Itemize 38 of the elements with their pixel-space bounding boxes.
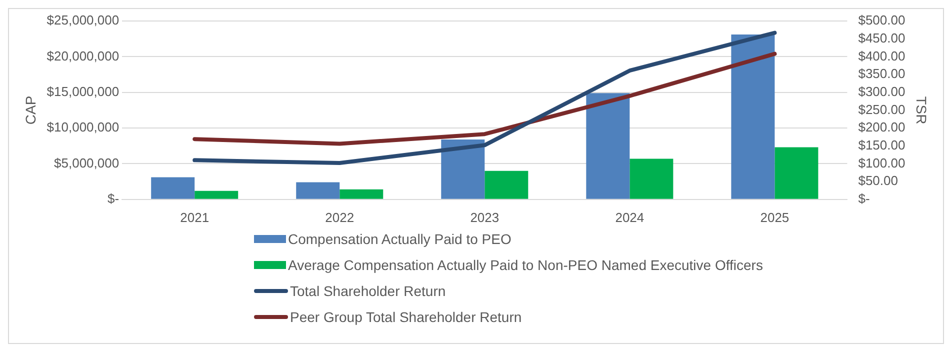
x-tick-label: 2022 <box>325 210 354 225</box>
bar <box>441 139 485 199</box>
y-tick-label: $- <box>108 190 120 206</box>
legend-label: Peer Group Total Shareholder Return <box>290 309 522 325</box>
bar <box>586 93 630 199</box>
bar <box>194 190 238 199</box>
y-tick-label: $10,000,000 <box>46 120 120 135</box>
y2-axis-title: TSR <box>914 96 930 124</box>
y2-tick-label: $- <box>858 190 870 206</box>
y2-tick-label: $350.00 <box>858 66 906 82</box>
bar <box>151 177 195 199</box>
y2-tick-label: $250.00 <box>858 102 906 117</box>
x-tick-label: 2024 <box>615 210 644 225</box>
y2-tick-label: $150.00 <box>858 137 906 152</box>
bar <box>774 147 818 199</box>
y2-tick-label: $450.00 <box>858 30 906 46</box>
y-axis-title: CAP <box>22 96 38 125</box>
legend-label: Total Shareholder Return <box>290 283 446 299</box>
y2-tick-label: $50.00 <box>858 173 898 188</box>
legend-label: Compensation Actually Paid to PEO <box>288 231 512 247</box>
legend-label: Average Compensation Actually Paid to Non-PEO Named Executive Officers <box>288 257 763 273</box>
y-tick-label: $25,000,000 <box>46 12 120 28</box>
bar <box>484 170 528 199</box>
bar <box>340 189 384 199</box>
x-tick-label: 2023 <box>470 210 500 225</box>
bar <box>296 182 340 199</box>
bar <box>630 158 674 199</box>
y2-tick-label: $400.00 <box>858 48 906 64</box>
y-tick-label: $5,000,000 <box>54 155 120 170</box>
y-tick-label: $20,000,000 <box>46 48 120 64</box>
y2-tick-label: $500.00 <box>858 12 906 28</box>
bar <box>731 34 775 199</box>
y2-tick-label: $300.00 <box>858 84 906 99</box>
y-tick-label: $15,000,000 <box>46 84 120 99</box>
x-tick-label: 2021 <box>180 210 210 225</box>
y2-tick-label: $100.00 <box>858 155 906 170</box>
y2-tick-label: $200.00 <box>858 120 906 135</box>
x-tick-label: 2025 <box>760 210 790 225</box>
